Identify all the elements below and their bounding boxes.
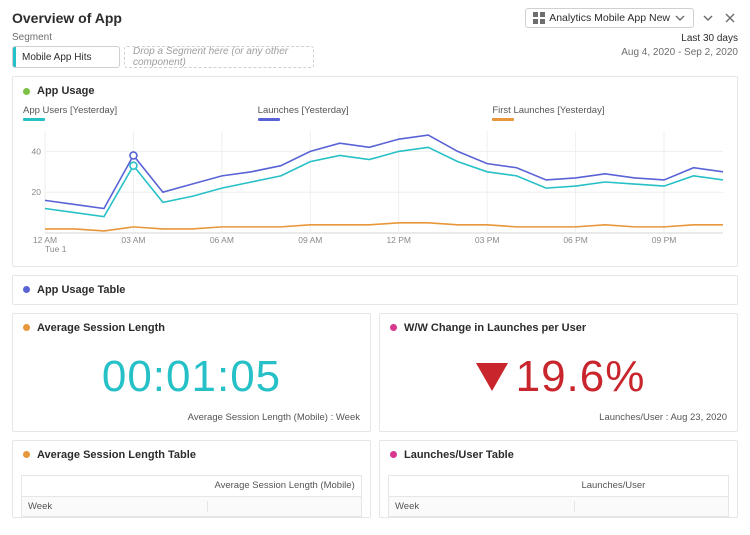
card-app-usage: App Usage App Users [Yesterday]Launches … (12, 76, 738, 267)
card-dot (23, 324, 30, 331)
launches-user-table[interactable]: Launches/User Week (388, 475, 729, 517)
segment-chip[interactable]: Mobile App Hits (12, 46, 120, 68)
svg-text:12 PM: 12 PM (386, 235, 411, 245)
workspace-picker[interactable]: Analytics Mobile App New (525, 8, 694, 28)
card-app-usage-table: App Usage Table (12, 275, 738, 305)
card-title: App Usage Table (37, 284, 125, 296)
card-title: Launches/User Table (404, 449, 514, 461)
svg-text:03 AM: 03 AM (121, 235, 145, 245)
page-title: Overview of App (12, 10, 122, 26)
svg-text:09 AM: 09 AM (298, 235, 322, 245)
card-title: W/W Change in Launches per User (404, 322, 586, 334)
svg-text:03 PM: 03 PM (475, 235, 500, 245)
avg-session-table[interactable]: Average Session Length (Mobile) Week (21, 475, 362, 517)
card-ww-change: W/W Change in Launches per User 19.6% La… (379, 313, 738, 432)
svg-text:20: 20 (32, 187, 42, 197)
legend-swatch (258, 118, 280, 121)
grid-icon (533, 12, 545, 24)
legend-item[interactable]: First Launches [Yesterday] (492, 105, 727, 121)
card-launches-user-table: Launches/User Table Launches/User Week (379, 440, 738, 518)
segment-label: Segment (12, 32, 314, 43)
triangle-down-icon (472, 357, 512, 397)
card-dot (390, 451, 397, 458)
chevron-down-icon (674, 12, 686, 24)
chevron-down-button[interactable] (700, 10, 716, 26)
legend-item[interactable]: Launches [Yesterday] (258, 105, 493, 121)
legend-item[interactable]: App Users [Yesterday] (23, 105, 258, 121)
card-title: App Usage (37, 85, 94, 97)
date-range-value: Aug 4, 2020 - Sep 2, 2020 (621, 46, 738, 60)
card-dot (23, 286, 30, 293)
workspace-label: Analytics Mobile App New (549, 12, 670, 24)
svg-text:09 PM: 09 PM (652, 235, 677, 245)
date-range-label: Last 30 days (621, 32, 738, 46)
segment-chip-label: Mobile App Hits (16, 52, 97, 63)
avg-session-sublabel: Average Session Length (Mobile) : Week (13, 408, 370, 431)
close-button[interactable] (722, 10, 738, 26)
app-usage-chart[interactable]: 204012 AM03 AM06 AM09 AM12 PM03 PM06 PM0… (23, 125, 729, 255)
segment-drop-zone[interactable]: Drop a Segment here (or any other compon… (124, 46, 314, 68)
svg-text:06 PM: 06 PM (563, 235, 588, 245)
card-dot (390, 324, 397, 331)
card-avg-session: Average Session Length 00:01:05 Average … (12, 313, 371, 432)
card-title: Average Session Length Table (37, 449, 196, 461)
card-avg-session-table: Average Session Length Table Average Ses… (12, 440, 371, 518)
card-title: Average Session Length (37, 322, 165, 334)
avg-session-value: 00:01:05 (13, 342, 370, 408)
ww-change-value: 19.6% (380, 342, 737, 408)
legend-swatch (492, 118, 514, 121)
ww-change-sublabel: Launches/User : Aug 23, 2020 (380, 408, 737, 431)
svg-text:06 AM: 06 AM (210, 235, 234, 245)
svg-text:40: 40 (32, 146, 42, 156)
card-dot (23, 451, 30, 458)
legend-swatch (23, 118, 45, 121)
card-dot (23, 88, 30, 95)
date-range[interactable]: Last 30 days Aug 4, 2020 - Sep 2, 2020 (621, 32, 738, 59)
svg-text:Tue 1: Tue 1 (45, 244, 67, 254)
